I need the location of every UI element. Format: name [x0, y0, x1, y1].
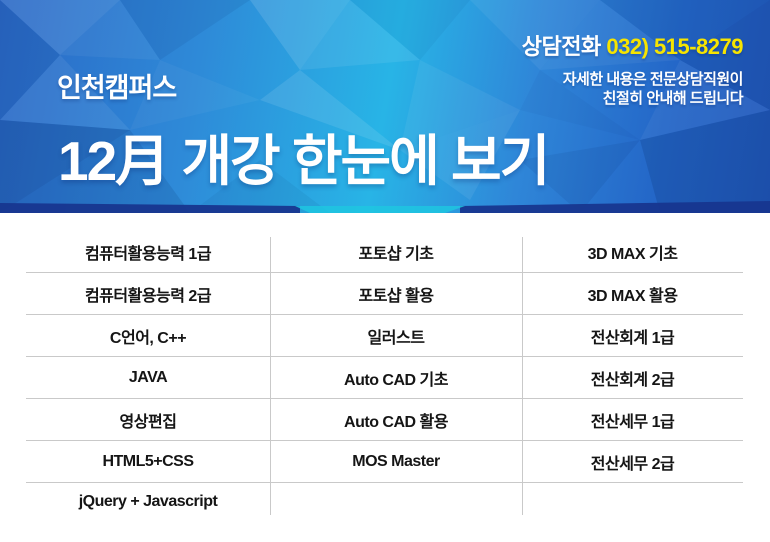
course-cell: JAVA	[128, 368, 168, 386]
course-cell: 컴퓨터활용능력 1급	[84, 245, 212, 263]
course-cell: Auto CAD 활용	[344, 413, 448, 431]
course-cell: 일러스트	[367, 329, 425, 347]
contact-phone-number: 032) 515-8279	[606, 34, 743, 59]
course-cell: 영상편집	[119, 413, 177, 431]
column-divider-2	[522, 237, 523, 515]
course-cell: jQuery + Javascript	[78, 493, 218, 510]
contact-note-line1: 자세한 내용은 전문상담직원이	[562, 71, 744, 88]
polygon-background-graphic	[0, 0, 770, 213]
banner-title: 12月 개강 한눈에 보기	[58, 130, 550, 192]
table-row: 영상편집 Auto CAD 활용 전산세무 1급	[26, 399, 743, 441]
course-cell: MOS Master	[352, 452, 440, 470]
course-cell: C언어, C++	[109, 329, 187, 347]
course-cell: 3D MAX 활용	[587, 287, 678, 305]
table-row: JAVA Auto CAD 기초 전산회계 2급	[26, 357, 743, 399]
column-divider-1	[270, 237, 271, 515]
table-row: C언어, C++ 일러스트 전산회계 1급	[26, 315, 743, 357]
contact-block: 상담전화 032) 515-8279 자세한 내용은 전문상담직원이 친절히 안…	[521, 29, 744, 108]
campus-label: 인천캠퍼스	[57, 73, 177, 103]
course-cell: 전산세무 1급	[590, 413, 675, 431]
table-row: jQuery + Javascript	[26, 483, 743, 521]
contact-note-line2: 친절히 안내해 드립니다	[602, 90, 744, 107]
table-row: 컴퓨터활용능력 1급 포토샵 기초 3D MAX 기초	[26, 231, 743, 273]
course-cell: 전산회계 1급	[590, 329, 675, 347]
course-cell: 전산회계 2급	[590, 371, 675, 389]
contact-label: 상담전화	[521, 34, 607, 59]
contact-note: 자세한 내용은 전문상담직원이 친절히 안내해 드립니다	[522, 70, 744, 108]
course-cell: Auto CAD 기초	[344, 371, 448, 389]
contact-phone-line: 상담전화 032) 515-8279	[521, 29, 744, 61]
course-cell: 포토샵 활용	[358, 287, 434, 305]
course-cell: 포토샵 기초	[358, 245, 434, 263]
course-cell: HTML5+CSS	[102, 452, 194, 470]
course-cell: 컴퓨터활용능력 2급	[84, 287, 212, 305]
course-cell: 3D MAX 기초	[587, 245, 678, 263]
course-cell: 전산세무 2급	[590, 455, 675, 473]
hero-header: 인천캠퍼스 12月 개강 한눈에 보기 상담전화 032) 515-8279 자…	[0, 0, 770, 213]
table-row: 컴퓨터활용능력 2급 포토샵 활용 3D MAX 활용	[26, 273, 743, 315]
table-row: HTML5+CSS MOS Master 전산세무 2급	[26, 441, 743, 483]
